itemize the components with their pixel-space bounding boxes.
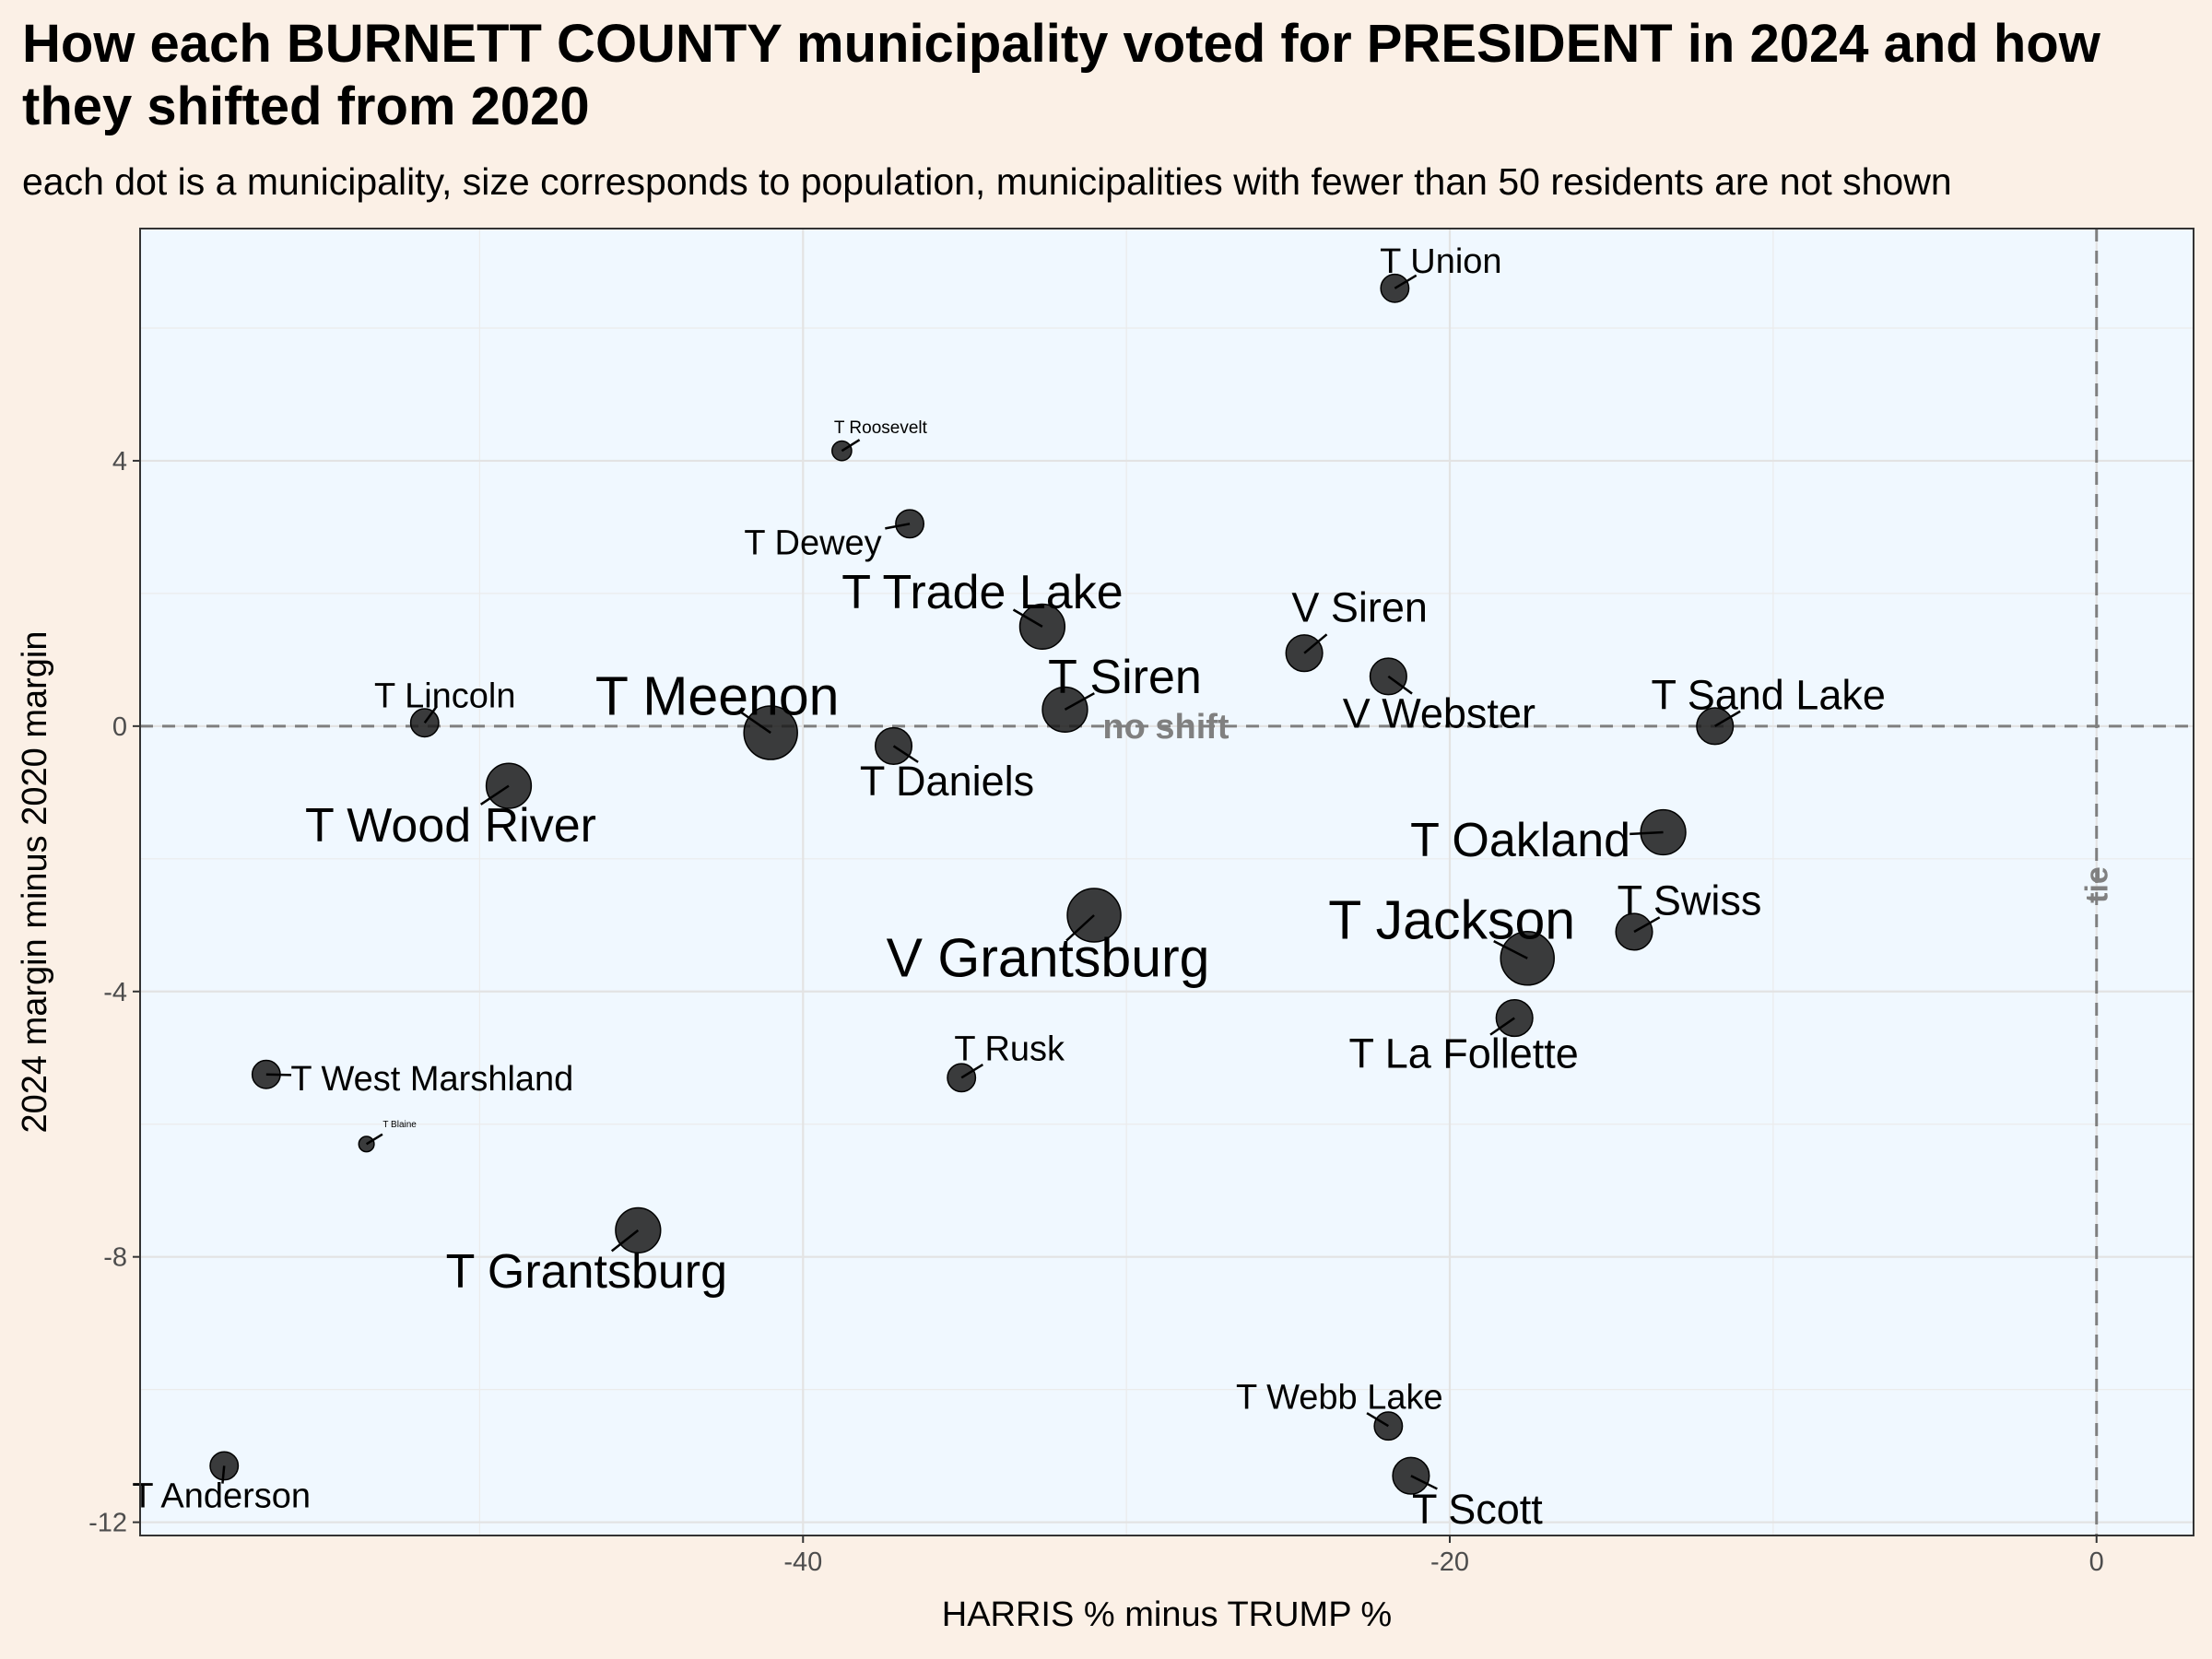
label-connector xyxy=(738,710,771,735)
point-label: T Union xyxy=(1380,242,1501,281)
label-connector xyxy=(892,745,919,763)
point-label: T Swiss xyxy=(1618,877,1762,924)
y-tick-label: -8 xyxy=(103,1243,127,1273)
point-label: T Grantsburg xyxy=(446,1245,727,1299)
point-label: V Webster xyxy=(1343,690,1535,737)
label-connector xyxy=(1489,1017,1515,1036)
y-axis-title: 2024 margin minus 2020 margin xyxy=(16,631,54,1134)
label-connector xyxy=(423,705,438,724)
point-label: T Oakland xyxy=(1410,814,1630,867)
label-connector xyxy=(1387,675,1413,695)
label-connector xyxy=(960,1064,984,1079)
point-label: T Webb Lake xyxy=(1236,1379,1443,1418)
point-label: T Meenon xyxy=(595,666,840,727)
point-label: T Siren xyxy=(1048,651,1202,704)
x-tick-label: -20 xyxy=(1430,1547,1469,1577)
label-connector xyxy=(265,1073,292,1077)
minor-gridlines xyxy=(140,229,2194,1535)
point-label: T Wood River xyxy=(305,799,596,853)
no-shift-label: no shift xyxy=(1102,708,1230,747)
y-tick-label: -4 xyxy=(103,978,127,1007)
plot-border xyxy=(139,228,2194,1536)
point-label: T Scott xyxy=(1412,1486,1543,1533)
point-label: T Trade Lake xyxy=(841,566,1123,619)
label-connector xyxy=(221,1465,226,1484)
point-label: T Blaine xyxy=(382,1120,417,1130)
label-connector xyxy=(1065,914,1095,942)
tie-label: tie xyxy=(2080,866,2115,903)
label-connector xyxy=(610,1229,640,1253)
point-label: T Jackson xyxy=(1328,889,1575,950)
y-axis-ticks: -12 -8 -4 0 4 xyxy=(88,447,140,1538)
chart-title: How each BURNETT COUNTY municipality vot… xyxy=(22,14,2100,136)
chart-subtitle: each dot is a municipality, size corresp… xyxy=(22,160,1952,203)
point-label: T La Follette xyxy=(1349,1030,1579,1077)
point-label: T Rusk xyxy=(954,1030,1065,1069)
label-connector xyxy=(1633,916,1661,934)
label-connector xyxy=(841,439,861,453)
point-label: T Anderson xyxy=(132,1477,311,1516)
label-connector xyxy=(1303,633,1328,654)
point-label: T Lincoln xyxy=(374,677,516,716)
plot-panel xyxy=(140,229,2194,1535)
point-label: V Siren xyxy=(1291,583,1428,630)
label-connector xyxy=(1366,1412,1389,1428)
label-connector xyxy=(365,1133,383,1146)
point-label: V Grantsburg xyxy=(887,928,1210,989)
label-connector xyxy=(1630,830,1664,836)
point-label: T Dewey xyxy=(744,524,881,563)
point-label: T West Marshland xyxy=(290,1060,573,1099)
y-tick-label: 0 xyxy=(112,712,127,742)
x-tick-label: -40 xyxy=(783,1547,822,1577)
label-connector xyxy=(1714,710,1741,727)
label-connector xyxy=(1012,608,1043,628)
y-tick-label: 4 xyxy=(112,447,127,477)
label-connector xyxy=(1394,274,1418,289)
point-label: T Roosevelt xyxy=(834,418,928,438)
label-connector xyxy=(480,784,510,806)
x-tick-label: 0 xyxy=(2089,1547,2104,1577)
label-connector xyxy=(1064,692,1095,711)
point-label: T Sand Lake xyxy=(1652,672,1886,719)
label-connector xyxy=(885,523,911,530)
y-tick-label: -12 xyxy=(88,1509,127,1538)
label-connector xyxy=(1410,1475,1438,1490)
x-axis-title: HARRIS % minus TRUMP % xyxy=(942,1595,1392,1634)
point-label: T Daniels xyxy=(860,758,1034,805)
reference-lines: no shift tie xyxy=(140,229,2194,1535)
x-axis-ticks: -40 -20 0 xyxy=(783,1535,2104,1577)
label-connector xyxy=(1493,939,1528,959)
